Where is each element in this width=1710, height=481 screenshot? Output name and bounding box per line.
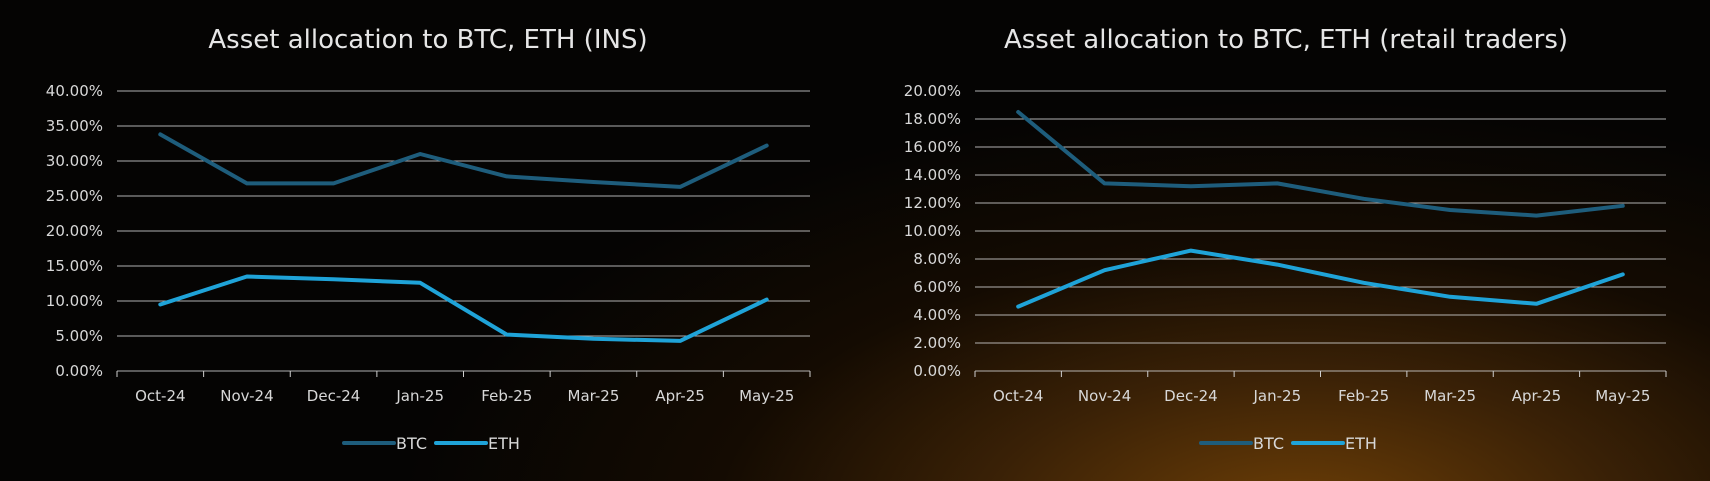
chart-2-ytick-label: 8.00%	[913, 250, 961, 268]
chart-2-series-btc-line	[1016, 110, 1625, 218]
chart-1-xtick-label: Apr-25	[655, 387, 705, 405]
chart-2-ytick-label: 6.00%	[913, 278, 961, 296]
chart-2-ytick-label: 10.00%	[904, 222, 961, 240]
chart-1-xtick-label: Oct-24	[135, 387, 185, 405]
chart-2-ytick-label: 14.00%	[904, 166, 961, 184]
chart-1-xtick-label: Jan-25	[395, 387, 444, 405]
chart-1-ytick-label: 25.00%	[46, 187, 103, 205]
chart-1: Asset allocation to BTC, ETH (INS) 0.00% 5…	[46, 25, 811, 453]
chart-1-ytick-label: 30.00%	[46, 152, 103, 170]
chart-2-xtick-label: May-25	[1595, 387, 1650, 405]
chart-2-ytick-label: 12.00%	[904, 194, 961, 212]
chart-2-ytick-label: 0.00%	[913, 362, 961, 380]
chart-1-ytick-label: 0.00%	[55, 362, 103, 380]
chart-1-xtick-label: May-25	[739, 387, 794, 405]
chart-2-xtick-label: Oct-24	[993, 387, 1043, 405]
chart-2-legend-btc-label: BTC	[1253, 434, 1284, 453]
chart-2-ytick-label: 2.00%	[913, 334, 961, 352]
chart-2-xtick-label: Dec-24	[1164, 387, 1218, 405]
chart-2-ytick-label: 16.00%	[904, 138, 961, 156]
chart-2: Asset allocation to BTC, ETH (retail tra…	[904, 25, 1667, 453]
chart-2-title: Asset allocation to BTC, ETH (retail tra…	[1004, 25, 1568, 55]
chart-1-ytick-label: 10.00%	[46, 292, 103, 310]
chart-2-xtick-label: Feb-25	[1338, 387, 1389, 405]
chart-2-xtick-label: Jan-25	[1253, 387, 1302, 405]
chart-1-ytick-label: 5.00%	[55, 327, 103, 345]
chart-1-series-eth-line	[158, 274, 769, 343]
chart-2-ytick-label: 4.00%	[913, 306, 961, 324]
chart-1-ytick-label: 20.00%	[46, 222, 103, 240]
chart-2-ytick-label: 20.00%	[904, 82, 961, 100]
chart-1-xtick-label: Nov-24	[220, 387, 273, 405]
chart-1-xtick-label: Feb-25	[481, 387, 532, 405]
chart-1-series-btc-line	[158, 132, 769, 189]
chart-1-xtick-label: Dec-24	[307, 387, 361, 405]
chart-1-ytick-label: 15.00%	[46, 257, 103, 275]
chart-1-legend-btc-label: BTC	[396, 434, 427, 453]
chart-1-ytick-label: 40.00%	[46, 82, 103, 100]
chart-1-ytick-label: 35.00%	[46, 117, 103, 135]
chart-2-legend-eth-label: ETH	[1345, 434, 1377, 453]
chart-1-legend-eth-label: ETH	[488, 434, 520, 453]
chart-1-xtick-label: Mar-25	[568, 387, 620, 405]
chart-2-xtick-label: Nov-24	[1078, 387, 1131, 405]
chart-2-series-eth-line	[1016, 248, 1625, 309]
chart-1-title: Asset allocation to BTC, ETH (INS)	[208, 25, 647, 55]
chart-2-ytick-label: 18.00%	[904, 110, 961, 128]
chart-2-xtick-label: Mar-25	[1424, 387, 1476, 405]
chart-2-xtick-label: Apr-25	[1512, 387, 1562, 405]
